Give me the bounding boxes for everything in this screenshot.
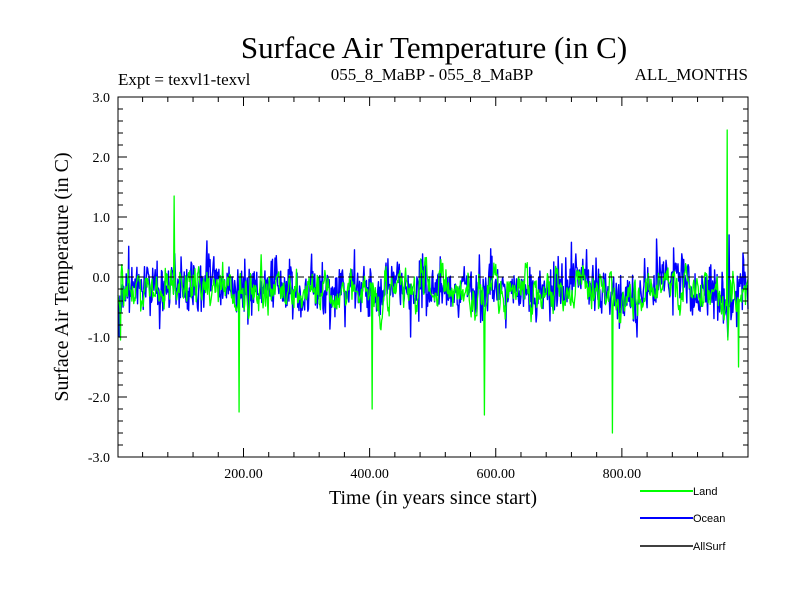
series-layer bbox=[117, 129, 749, 434]
ticks-layer: -3.0 -2.0 -1.0 0.0 1.0 2.0 3.0 200.00 400.00 600.… bbox=[88, 91, 748, 482]
y-tick-label: -2.0 bbox=[88, 391, 110, 406]
y-tick-label: -3.0 bbox=[88, 451, 110, 466]
series-line-ocean bbox=[117, 129, 749, 434]
y-axis-label: Surface Air Temperature (in C) bbox=[51, 152, 73, 401]
x-tick-label: 400.00 bbox=[350, 467, 389, 482]
x-tick-label: 800.00 bbox=[603, 467, 642, 482]
x-tick-label: 600.00 bbox=[476, 467, 515, 482]
x-axis-label: Time (in years since start) bbox=[329, 487, 537, 509]
experiment-label: Expt = texvl1-texvl bbox=[118, 70, 251, 89]
legend-label-ocean: Land bbox=[693, 486, 717, 498]
months-label: ALL_MONTHS bbox=[635, 65, 748, 84]
x-tick-label: 200.00 bbox=[224, 467, 263, 482]
y-tick-label: 0.0 bbox=[93, 271, 111, 286]
legend-label-allsurf: AllSurf bbox=[693, 541, 726, 553]
legend-label-land: Ocean bbox=[693, 513, 725, 525]
legend: Land Ocean AllSurf bbox=[640, 486, 726, 553]
series-line-land bbox=[117, 234, 749, 338]
chart-title: Surface Air Temperature (in C) bbox=[241, 30, 627, 65]
comparison-label: 055_8_MaBP - 055_8_MaBP bbox=[331, 65, 533, 84]
plot-frame bbox=[117, 96, 749, 458]
y-tick-label: -1.0 bbox=[88, 331, 110, 346]
y-tick-label: 2.0 bbox=[93, 151, 111, 166]
y-tick-label: 1.0 bbox=[93, 211, 111, 226]
y-tick-label: 3.0 bbox=[93, 91, 111, 106]
